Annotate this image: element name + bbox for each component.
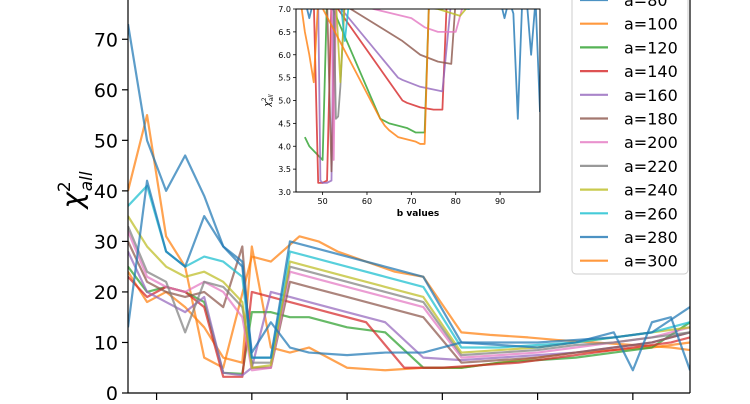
legend-label-8: a=240 bbox=[624, 181, 678, 200]
inset-series-line-a-140-1 bbox=[313, 9, 448, 184]
legend-label-7: a=220 bbox=[624, 157, 678, 176]
inset-series-line-a-260-7 bbox=[340, 9, 471, 42]
inset-series-line-a-200-4 bbox=[330, 9, 463, 161]
legend-box bbox=[571, 0, 689, 275]
inset-series-line-a-300-9 bbox=[300, 9, 430, 145]
main-series-line-a-200-6 bbox=[128, 230, 690, 372]
main-series-line-a-280-11 bbox=[128, 179, 690, 359]
legend-label-5: a=180 bbox=[624, 110, 678, 129]
inset-xtick-label-60: 60 bbox=[362, 197, 372, 206]
inset-ytick-label-4.5: 4.5 bbox=[278, 119, 291, 128]
main-ytick-label-0: 0 bbox=[106, 383, 118, 400]
inset-series-group bbox=[300, 9, 540, 184]
inset-xtick-label-50: 50 bbox=[318, 197, 328, 206]
inset-ylabel-base: χ bbox=[263, 101, 273, 108]
main-ytick-label-20: 20 bbox=[94, 282, 118, 304]
main-plot-area: 0102030405060705060708090100χ2all bbox=[55, 0, 691, 404]
inset-series-line-a-280-8 bbox=[306, 9, 540, 120]
main-ytick-label-70: 70 bbox=[94, 29, 118, 51]
legend-label-6: a=200 bbox=[624, 133, 678, 152]
inset-ytick-label-4: 4.0 bbox=[278, 142, 291, 151]
legend: a=80 a=100 a=120 a=140 a=160 a=180 a=200 a=220 a… bbox=[571, 0, 689, 275]
main-ylabel-base: χ bbox=[56, 191, 89, 211]
legend-label-0: a=80 bbox=[624, 0, 668, 10]
inset-xtick-label-90: 90 bbox=[495, 197, 505, 206]
inset-series-line-a-160-2 bbox=[317, 9, 452, 184]
inset-ytick-label-6.5: 6.5 bbox=[278, 28, 291, 37]
legend-label-10: a=280 bbox=[624, 228, 678, 247]
main-series-line-a-280-10 bbox=[128, 23, 690, 372]
main-ytick-label-60: 60 bbox=[94, 80, 118, 102]
inset-ytick-label-7: 7.0 bbox=[278, 5, 291, 14]
inset-ytick-label-6: 6.0 bbox=[278, 51, 291, 60]
main-ylabel: χ2 all bbox=[55, 171, 97, 211]
inset-xtick-label-80: 80 bbox=[451, 197, 461, 206]
inset-ytick-label-5: 5.0 bbox=[278, 97, 291, 106]
inset-ytick-label-3: 3.0 bbox=[278, 188, 291, 197]
legend-label-11: a=300 bbox=[624, 252, 678, 271]
main-series-line-a-140-3 bbox=[128, 276, 690, 378]
main-ylabel-sub: all bbox=[77, 171, 97, 191]
main-ytick-label-50: 50 bbox=[94, 130, 118, 152]
main-series-line-a-180-5 bbox=[128, 240, 690, 369]
main-series-line-a-220-7 bbox=[128, 225, 690, 364]
inset-xtick-label-70: 70 bbox=[406, 197, 416, 206]
inset-series-line-a-180-3 bbox=[326, 9, 456, 173]
inset-series-line-a-240-6 bbox=[335, 9, 468, 84]
legend-label-3: a=140 bbox=[624, 62, 678, 81]
inset-xlabel: b values bbox=[397, 209, 439, 219]
inset-ylabel-sup: 2 bbox=[261, 97, 268, 101]
legend-label-1: a=100 bbox=[624, 15, 678, 34]
main-ytick-label-40: 40 bbox=[94, 181, 118, 203]
inset-background bbox=[262, 0, 552, 222]
main-ylabel-sup: 2 bbox=[55, 181, 75, 192]
inset-ytick-label-5.5: 5.5 bbox=[278, 74, 291, 83]
inset-ylabel: χ2all bbox=[261, 94, 275, 108]
legend-label-2: a=120 bbox=[624, 38, 678, 57]
main-series-line-a-300-0 bbox=[128, 113, 690, 369]
main-ytick-label-30: 30 bbox=[94, 231, 118, 253]
inset-ylabel-sub: all bbox=[268, 94, 275, 101]
legend-label-4: a=160 bbox=[624, 86, 678, 105]
main-ytick-label-10: 10 bbox=[94, 332, 118, 354]
inset-ytick-label-3.5: 3.5 bbox=[278, 165, 291, 174]
inset-plot-area: 3.0 3.5 4.0 4.5 5.0 5.5 6.0 6.5 7.0 50 60 70 80 90 b v… bbox=[261, 0, 552, 222]
main-series-group bbox=[128, 23, 690, 378]
legend-label-9: a=260 bbox=[624, 204, 678, 223]
